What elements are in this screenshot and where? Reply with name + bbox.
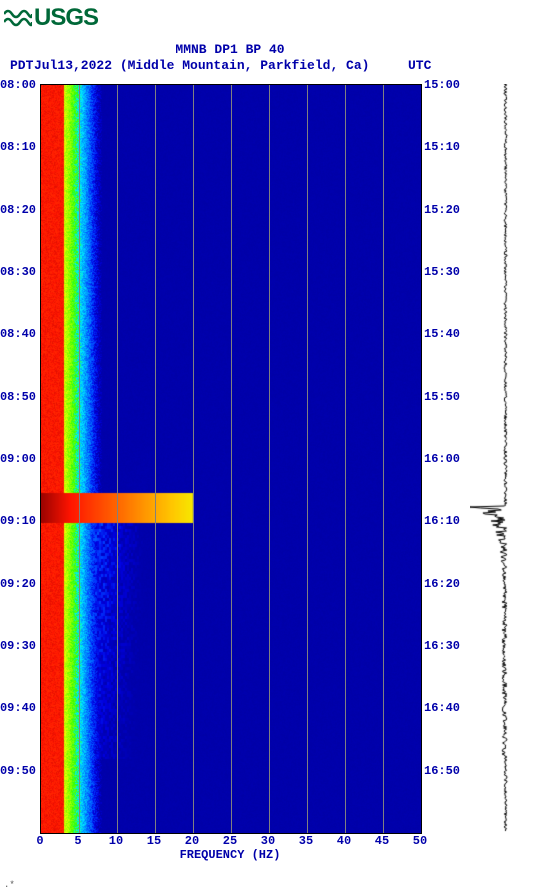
page-root: USGS MMNB DP1 BP 40 PDT Jul13,2022 (Midd… [0, 0, 552, 893]
ytick-right: 16:50 [424, 764, 460, 778]
gridline [193, 85, 194, 833]
xtick: 15 [144, 834, 164, 848]
ytick-right: 16:40 [424, 701, 460, 715]
gridline [79, 85, 80, 833]
ytick-right: 16:00 [424, 452, 460, 466]
wave-icon [4, 6, 32, 30]
ytick-left: 08:00 [0, 78, 36, 92]
usgs-logo: USGS [4, 4, 98, 32]
ytick-right: 16:10 [424, 514, 460, 528]
ytick-left: 09:00 [0, 452, 36, 466]
spectrogram-plot [40, 84, 422, 834]
ytick-left: 08:40 [0, 327, 36, 341]
ytick-left: 08:30 [0, 265, 36, 279]
gridline [155, 85, 156, 833]
tz-left-label: PDT [10, 58, 33, 73]
gridline [383, 85, 384, 833]
ytick-left: 08:50 [0, 390, 36, 404]
ytick-left: 08:10 [0, 140, 36, 154]
gridline [345, 85, 346, 833]
gridline [117, 85, 118, 833]
ytick-right: 16:30 [424, 639, 460, 653]
ytick-left: 09:30 [0, 639, 36, 653]
plot-subtitle: Jul13,2022 (Middle Mountain, Parkfield, … [34, 58, 369, 73]
xtick: 5 [68, 834, 88, 848]
logo-text: USGS [34, 4, 98, 32]
tz-right-label: UTC [408, 58, 431, 73]
ytick-left: 09:20 [0, 577, 36, 591]
xtick: 35 [296, 834, 316, 848]
ytick-right: 16:20 [424, 577, 460, 591]
ytick-right: 15:20 [424, 203, 460, 217]
ytick-left: 09:40 [0, 701, 36, 715]
ytick-right: 15:00 [424, 78, 460, 92]
footnote: .* [4, 880, 15, 890]
xtick: 10 [106, 834, 126, 848]
xtick: 0 [30, 834, 50, 848]
ytick-left: 09:10 [0, 514, 36, 528]
gridline [231, 85, 232, 833]
gridline [269, 85, 270, 833]
ytick-right: 15:30 [424, 265, 460, 279]
xtick: 20 [182, 834, 202, 848]
ytick-right: 15:50 [424, 390, 460, 404]
xtick: 50 [410, 834, 430, 848]
ytick-left: 08:20 [0, 203, 36, 217]
plot-title: MMNB DP1 BP 40 [0, 42, 460, 57]
xtick: 25 [220, 834, 240, 848]
xtick: 30 [258, 834, 278, 848]
ytick-right: 15:40 [424, 327, 460, 341]
xtick: 40 [334, 834, 354, 848]
ytick-left: 09:50 [0, 764, 36, 778]
gridline [307, 85, 308, 833]
ytick-right: 15:10 [424, 140, 460, 154]
x-axis-label: FREQUENCY (HZ) [40, 848, 420, 862]
waveform-canvas [470, 84, 544, 832]
xtick: 45 [372, 834, 392, 848]
